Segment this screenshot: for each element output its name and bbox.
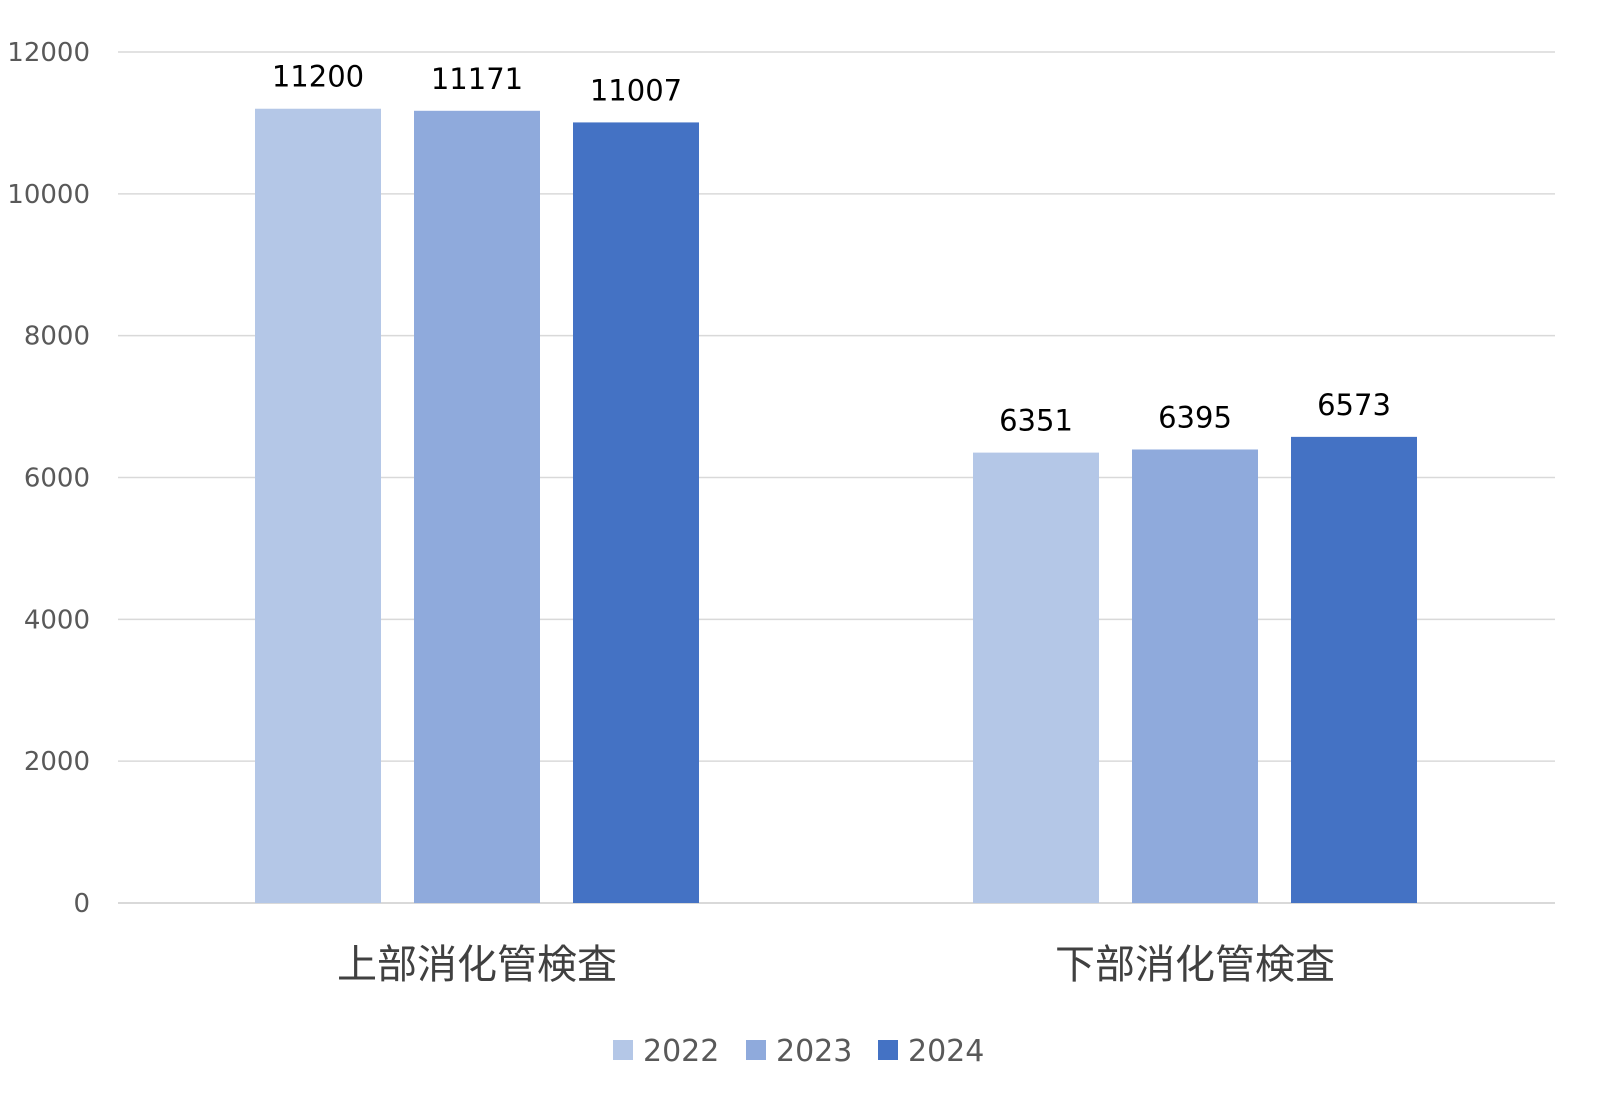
y-tick-label: 12000 (7, 38, 90, 68)
y-tick-label: 10000 (7, 180, 90, 210)
y-tick-label: 4000 (24, 605, 90, 635)
y-axis-ticks: 0 2000 4000 6000 8000 10000 12000 (7, 38, 90, 919)
bar-2023-upper (414, 110, 540, 903)
legend-swatch-2023 (746, 1040, 766, 1060)
data-label: 11171 (431, 62, 523, 96)
data-labels: 11200 11171 11007 6351 6395 6573 (272, 60, 1391, 438)
data-label: 6395 (1158, 400, 1232, 434)
legend: 2022 2023 2024 (613, 1034, 984, 1069)
data-label: 6351 (999, 404, 1073, 438)
bar-2022-upper (255, 108, 381, 903)
category-label: 下部消化管検査 (1055, 942, 1335, 988)
data-label: 11200 (272, 60, 364, 94)
y-tick-label: 8000 (24, 322, 90, 352)
data-label: 6573 (1317, 388, 1391, 422)
bar-2023-lower (1132, 449, 1258, 903)
legend-swatch-2024 (878, 1040, 898, 1060)
bar-2024-upper (573, 122, 699, 904)
y-tick-label: 6000 (24, 464, 90, 494)
bar-2022-lower (973, 452, 1099, 903)
bars (255, 108, 1417, 904)
legend-label-2024: 2024 (908, 1034, 984, 1069)
legend-swatch-2022 (613, 1040, 633, 1060)
category-label: 上部消化管検査 (337, 942, 617, 988)
legend-label-2023: 2023 (776, 1034, 852, 1069)
legend-label-2022: 2022 (643, 1034, 719, 1069)
x-axis-categories: 上部消化管検査 下部消化管検査 (337, 942, 1335, 988)
data-label: 11007 (590, 73, 682, 107)
bar-2024-lower (1291, 436, 1417, 903)
y-tick-label: 0 (73, 889, 90, 919)
y-tick-label: 2000 (24, 747, 90, 777)
